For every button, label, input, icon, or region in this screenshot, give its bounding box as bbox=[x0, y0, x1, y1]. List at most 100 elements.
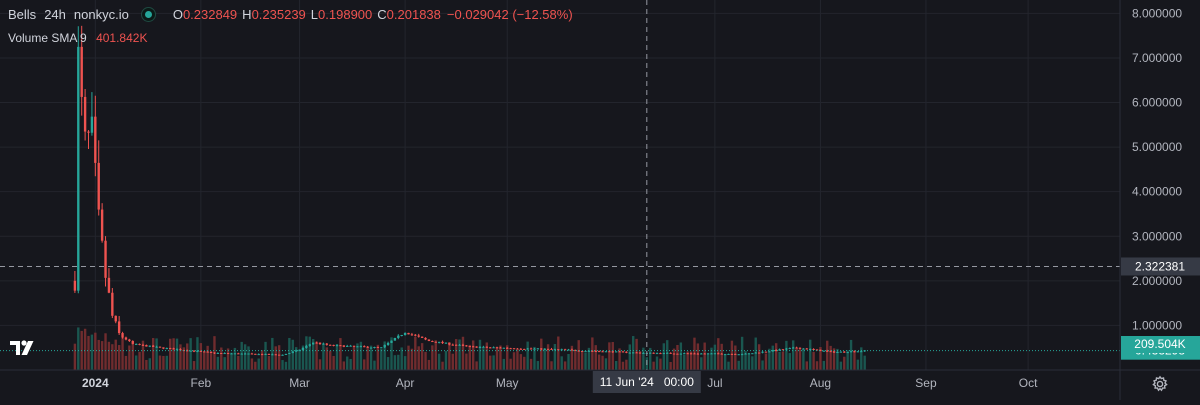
candle-body bbox=[826, 350, 829, 352]
volume-bar bbox=[475, 361, 478, 370]
volume-bar bbox=[366, 346, 369, 370]
volume-bar bbox=[815, 361, 819, 370]
high-label: H bbox=[242, 7, 252, 22]
volume-bar bbox=[264, 341, 267, 370]
candle-body bbox=[720, 353, 723, 355]
volume-bar bbox=[686, 351, 689, 370]
candle-body bbox=[335, 345, 339, 347]
volume-bar bbox=[802, 349, 805, 370]
time-axis[interactable]: 2024 Feb Mar Apr May Jul Aug Sep Oct bbox=[82, 376, 1038, 390]
volume-bar bbox=[628, 344, 631, 370]
volume-bar bbox=[441, 361, 444, 370]
volume-bar bbox=[305, 336, 308, 370]
candle-body bbox=[305, 345, 308, 348]
candle-body bbox=[240, 353, 243, 355]
candle-body bbox=[196, 350, 199, 352]
settings-gear-icon[interactable] bbox=[1148, 372, 1172, 396]
candle-body bbox=[543, 348, 546, 350]
volume-bar bbox=[652, 361, 655, 370]
candle-body bbox=[131, 341, 134, 344]
exchange[interactable]: nonkyc.io bbox=[73, 7, 129, 22]
volume-bar bbox=[608, 342, 611, 370]
candle-body bbox=[611, 351, 614, 353]
volume-bar bbox=[329, 350, 332, 370]
candle-body bbox=[359, 346, 363, 348]
volume-bar bbox=[792, 340, 795, 370]
volume-bar bbox=[250, 358, 254, 370]
volume-bar bbox=[155, 338, 158, 370]
volume-bar bbox=[308, 336, 311, 370]
volume-bar bbox=[543, 348, 546, 370]
volume-name: Volume bbox=[8, 31, 49, 45]
candle-body bbox=[448, 342, 451, 345]
candle-body bbox=[768, 351, 771, 353]
candle-body bbox=[785, 348, 788, 350]
volume-bar bbox=[203, 351, 206, 370]
volume-bar bbox=[638, 351, 642, 370]
candle-body bbox=[403, 332, 407, 335]
candle-body bbox=[250, 353, 254, 355]
volume-bar bbox=[591, 337, 594, 370]
market-status-icon[interactable] bbox=[140, 7, 156, 22]
candle-body bbox=[437, 341, 441, 343]
low-value: 0.198900 bbox=[318, 7, 373, 22]
candle-body bbox=[111, 292, 114, 316]
volume-bar bbox=[710, 347, 713, 370]
candle-body bbox=[138, 343, 141, 345]
candle-body bbox=[158, 346, 162, 348]
volume-bar bbox=[489, 355, 492, 370]
volume-bar bbox=[523, 356, 526, 370]
volume-bar bbox=[325, 347, 328, 370]
volume-bar bbox=[90, 334, 94, 370]
candle-body bbox=[376, 346, 380, 348]
candle-body bbox=[148, 345, 151, 347]
candle-body bbox=[604, 351, 608, 353]
volume-bar bbox=[509, 358, 512, 370]
candle-body bbox=[509, 348, 512, 350]
volume-bar bbox=[546, 344, 550, 370]
candle-body bbox=[420, 336, 424, 338]
candle-body bbox=[546, 348, 550, 350]
crosshair-price-tag: 2.322381 bbox=[1121, 257, 1200, 276]
volume-bar bbox=[349, 358, 352, 370]
time-tick-label: 2024 bbox=[82, 376, 109, 390]
volume-bar bbox=[812, 351, 815, 370]
candle-body bbox=[260, 354, 264, 356]
volume-bar bbox=[397, 354, 400, 370]
candle-body bbox=[774, 350, 778, 352]
volume-bar bbox=[747, 353, 751, 370]
price-axis[interactable]: 8.000000 7.000000 6.000000 5.000000 4.000000… bbox=[1132, 6, 1182, 332]
candle-body bbox=[145, 345, 148, 347]
candle-body bbox=[853, 351, 856, 353]
candle-body bbox=[798, 347, 802, 349]
volume-bar bbox=[757, 344, 761, 370]
candle-body bbox=[649, 352, 652, 354]
candle-body bbox=[516, 348, 519, 350]
volume-bar bbox=[468, 344, 471, 370]
volume-legend[interactable]: Volume SMA 9 401.842K bbox=[8, 31, 147, 45]
candle-body bbox=[294, 350, 298, 352]
candle-body bbox=[761, 351, 764, 353]
tradingview-logo-icon[interactable] bbox=[8, 338, 40, 358]
symbol-name[interactable]: Bells bbox=[8, 7, 37, 22]
candle-body bbox=[233, 353, 237, 355]
interval[interactable]: 24h bbox=[44, 7, 66, 22]
candle-body bbox=[802, 348, 805, 350]
volume-bar bbox=[526, 341, 529, 370]
candle-body bbox=[638, 352, 642, 354]
volume-bar bbox=[669, 361, 672, 370]
candle-body bbox=[829, 351, 832, 353]
candle-body bbox=[206, 351, 209, 353]
candle-body bbox=[100, 209, 104, 241]
candle-body bbox=[495, 347, 499, 349]
volume-bar bbox=[294, 347, 298, 370]
time-tick-label: Aug bbox=[810, 376, 831, 390]
volume-bar bbox=[843, 356, 846, 370]
volume-bar bbox=[506, 345, 509, 370]
candle-body bbox=[73, 280, 77, 291]
volume-bar bbox=[863, 355, 866, 370]
volume-bar bbox=[584, 352, 587, 370]
volume-bar bbox=[478, 339, 482, 370]
